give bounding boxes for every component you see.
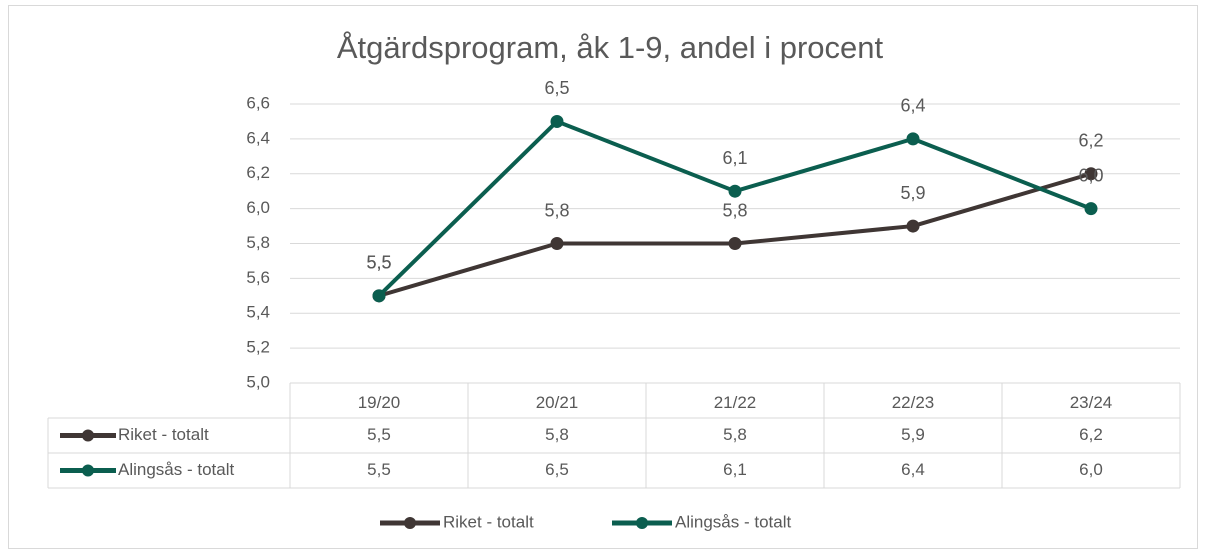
x-tick-label: 20/21	[536, 393, 579, 412]
y-tick-label: 5,4	[246, 303, 270, 322]
data-point	[906, 219, 920, 233]
data-point	[550, 237, 564, 250]
table-cell: 5,8	[545, 425, 569, 444]
x-tick-label: 23/24	[1070, 393, 1113, 412]
y-tick-label: 5,2	[246, 338, 270, 357]
table-cell: 5,8	[723, 425, 747, 444]
x-tick-label: 21/22	[714, 393, 757, 412]
chart-border	[8, 5, 1198, 549]
y-tick-label: 5,8	[246, 233, 270, 252]
table-row-label: Riket - totalt	[118, 425, 209, 444]
data-label: 6,1	[722, 148, 747, 168]
table-cell: 6,4	[901, 460, 925, 479]
legend-key-marker	[404, 517, 416, 529]
table-row-label: Alingsås - totalt	[118, 460, 234, 479]
x-tick-label: 22/23	[892, 393, 935, 412]
data-point	[906, 132, 920, 146]
table-cell: 5,5	[367, 460, 391, 479]
legend-label: Alingsås - totalt	[675, 512, 791, 531]
x-tick-label: 19/20	[358, 393, 401, 412]
y-tick-label: 6,0	[246, 198, 270, 217]
y-tick-label: 5,0	[246, 372, 270, 391]
data-point	[550, 114, 564, 128]
y-tick-label: 6,4	[246, 128, 270, 147]
data-label: 6,2	[1078, 131, 1103, 151]
data-label: 5,9	[900, 183, 925, 203]
data-label: 6,5	[544, 78, 569, 98]
y-tick-label: 5,6	[246, 268, 270, 287]
y-tick-label: 6,2	[246, 163, 270, 182]
table-cell: 5,5	[367, 425, 391, 444]
data-label: 6,4	[900, 96, 925, 116]
data-point	[728, 237, 742, 250]
table-cell: 6,2	[1079, 425, 1103, 444]
data-point	[728, 184, 742, 198]
data-label: 5,5	[366, 253, 391, 273]
data-label: 5,8	[722, 200, 747, 220]
data-label: 6,0	[1078, 165, 1103, 185]
data-label: 5,5	[366, 253, 391, 273]
table-cell: 5,9	[901, 425, 925, 444]
chart-title: Åtgärdsprogram, åk 1-9, andel i procent	[337, 30, 884, 65]
data-point	[1084, 167, 1098, 181]
table-cell: 6,0	[1079, 460, 1103, 479]
data-point	[372, 289, 386, 303]
table-cell: 6,5	[545, 460, 569, 479]
data-label: 5,8	[544, 200, 569, 220]
legend-key-marker	[636, 517, 648, 529]
legend-label: Riket - totalt	[443, 512, 534, 531]
legend-key-marker	[82, 429, 94, 442]
table-cell: 6,1	[723, 460, 747, 479]
y-tick-label: 6,6	[246, 93, 270, 112]
legend-key-marker	[82, 464, 94, 477]
data-point	[1084, 202, 1098, 216]
